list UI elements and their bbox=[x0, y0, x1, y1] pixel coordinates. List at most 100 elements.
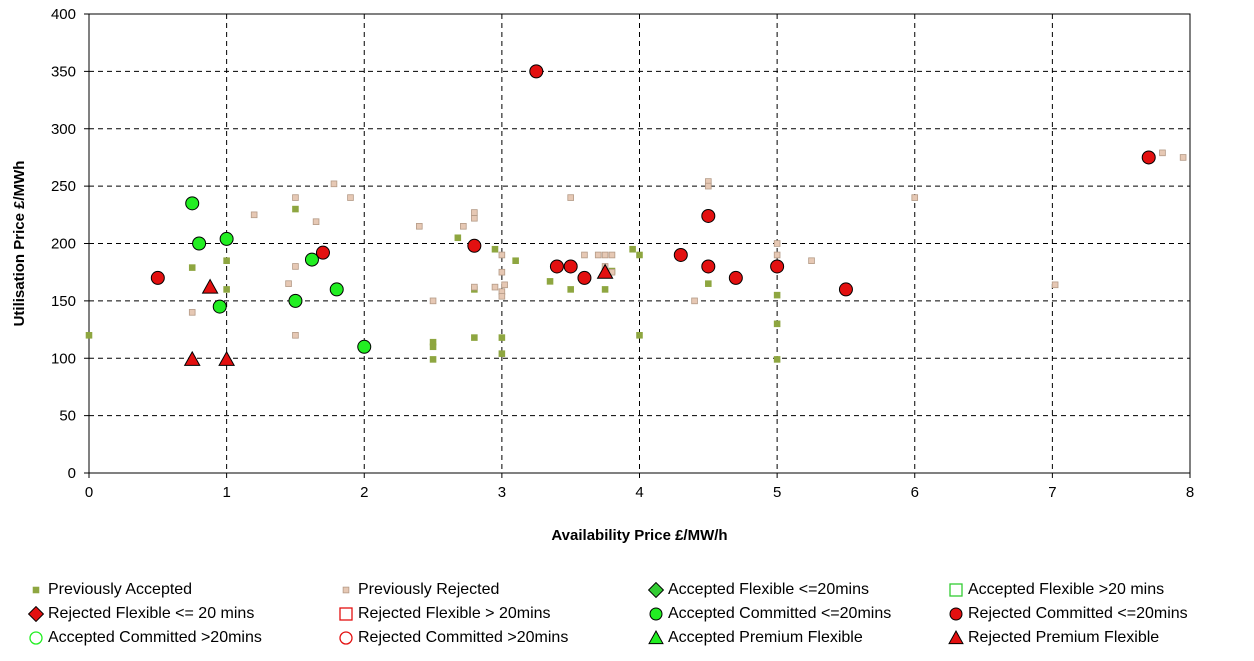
data-point bbox=[705, 182, 712, 190]
data-point bbox=[304, 252, 319, 267]
data-point bbox=[292, 194, 299, 201]
y-tick-label: 300 bbox=[51, 121, 76, 138]
data-point bbox=[212, 299, 227, 314]
data-point bbox=[471, 209, 478, 216]
data-point bbox=[636, 251, 643, 259]
x-tick-label: 2 bbox=[360, 484, 368, 501]
legend-label: Rejected Flexible <= 20 mins bbox=[48, 605, 255, 622]
legend-marker bbox=[342, 586, 350, 594]
y-tick-label: 0 bbox=[68, 465, 76, 482]
data-point bbox=[701, 259, 716, 274]
y-tick-label: 50 bbox=[59, 408, 76, 425]
data-point bbox=[498, 268, 506, 276]
legend-label: Previously Accepted bbox=[48, 581, 193, 598]
data-point bbox=[329, 282, 344, 297]
x-tick-label: 7 bbox=[1048, 484, 1056, 501]
data-point bbox=[467, 238, 482, 253]
data-point bbox=[185, 196, 200, 211]
data-point bbox=[563, 259, 578, 274]
data-point bbox=[636, 332, 643, 339]
legend-item: Rejected Committed <=20mins bbox=[948, 604, 1250, 624]
data-point bbox=[416, 223, 423, 230]
y-tick-label: 200 bbox=[51, 236, 76, 253]
grid-lines bbox=[89, 14, 1190, 473]
data-point bbox=[1141, 150, 1156, 165]
data-point bbox=[471, 214, 478, 222]
data-point bbox=[429, 343, 437, 351]
data-point bbox=[773, 291, 781, 299]
data-point bbox=[460, 223, 467, 230]
legend-item: Rejected Premium Flexible bbox=[948, 628, 1250, 648]
data-point bbox=[188, 309, 196, 316]
x-tick-label: 1 bbox=[222, 484, 230, 501]
data-point bbox=[567, 286, 574, 293]
x-tick-label: 5 bbox=[773, 484, 781, 501]
data-point bbox=[285, 280, 292, 287]
data-point bbox=[429, 297, 437, 305]
data-point bbox=[705, 280, 712, 287]
data-point bbox=[183, 350, 201, 366]
legend-swatch bbox=[29, 631, 43, 645]
legend-swatch bbox=[339, 607, 353, 621]
data-point bbox=[773, 240, 781, 247]
y-tick-label: 350 bbox=[51, 63, 76, 80]
data-point bbox=[773, 356, 781, 363]
legend-label: Rejected Committed >20mins bbox=[358, 629, 569, 646]
legend-item: Previously Rejected bbox=[338, 580, 648, 600]
legend-swatch bbox=[949, 583, 963, 597]
y-tick-label: 100 bbox=[51, 350, 76, 367]
data-point bbox=[150, 270, 165, 285]
data-point bbox=[701, 208, 716, 223]
legend-label: Previously Rejected bbox=[358, 581, 500, 598]
legend-swatch bbox=[648, 630, 664, 645]
legend-label: Rejected Flexible > 20mins bbox=[358, 605, 551, 622]
legend-item: Accepted Premium Flexible bbox=[648, 628, 948, 648]
data-point bbox=[673, 247, 688, 262]
data-points bbox=[85, 64, 1187, 366]
legend-item: Previously Accepted bbox=[28, 580, 338, 600]
legend-label: Accepted Committed >20mins bbox=[48, 629, 262, 646]
legend-marker bbox=[28, 606, 44, 622]
data-point bbox=[85, 332, 93, 339]
y-tick-label: 250 bbox=[51, 178, 76, 195]
data-point bbox=[1051, 281, 1059, 289]
data-point bbox=[491, 283, 499, 291]
legend-swatch bbox=[32, 586, 40, 594]
legend-item: Accepted Flexible >20 mins bbox=[948, 580, 1250, 600]
data-point bbox=[512, 257, 519, 264]
x-tick-label: 8 bbox=[1186, 484, 1194, 501]
legend-swatch bbox=[648, 582, 664, 598]
legend-label: Accepted Flexible >20 mins bbox=[968, 581, 1165, 598]
legend-item: Accepted Committed <=20mins bbox=[648, 604, 948, 624]
data-point bbox=[192, 236, 207, 251]
y-axis-title: Utilisation Price £/MWh bbox=[11, 161, 28, 327]
data-point bbox=[223, 286, 230, 293]
data-point bbox=[288, 293, 303, 308]
legend-swatch bbox=[949, 607, 963, 621]
y-tick-label: 400 bbox=[51, 6, 76, 23]
data-point bbox=[188, 264, 196, 271]
data-point bbox=[567, 194, 574, 201]
legend-marker bbox=[948, 630, 964, 645]
data-point bbox=[218, 350, 236, 366]
data-point bbox=[581, 251, 588, 259]
legend-marker bbox=[339, 631, 353, 645]
scatter-chart: 0 1 2 3 4 5 6 7 8 0 50 100 150 200 250 300 350 400 Availa… bbox=[11, 6, 1194, 544]
data-point bbox=[330, 180, 338, 188]
x-axis-title: Availability Price £/MW/h bbox=[551, 527, 727, 544]
data-point bbox=[223, 257, 230, 264]
data-point bbox=[312, 218, 320, 225]
legend-swatch bbox=[339, 631, 353, 645]
data-point bbox=[292, 263, 299, 270]
legend-marker bbox=[949, 583, 963, 597]
x-tick-label: 3 bbox=[498, 484, 506, 501]
data-point bbox=[596, 263, 614, 279]
data-point bbox=[498, 350, 506, 357]
data-point bbox=[315, 245, 330, 260]
axis-ticks: 0 1 2 3 4 5 6 7 8 0 50 100 150 200 250 300 350 400 bbox=[51, 6, 1194, 501]
data-point bbox=[250, 211, 258, 219]
data-point bbox=[608, 251, 616, 259]
x-tick-label: 6 bbox=[911, 484, 919, 501]
legend-label: Accepted Flexible <=20mins bbox=[668, 581, 869, 598]
data-point bbox=[471, 283, 478, 291]
